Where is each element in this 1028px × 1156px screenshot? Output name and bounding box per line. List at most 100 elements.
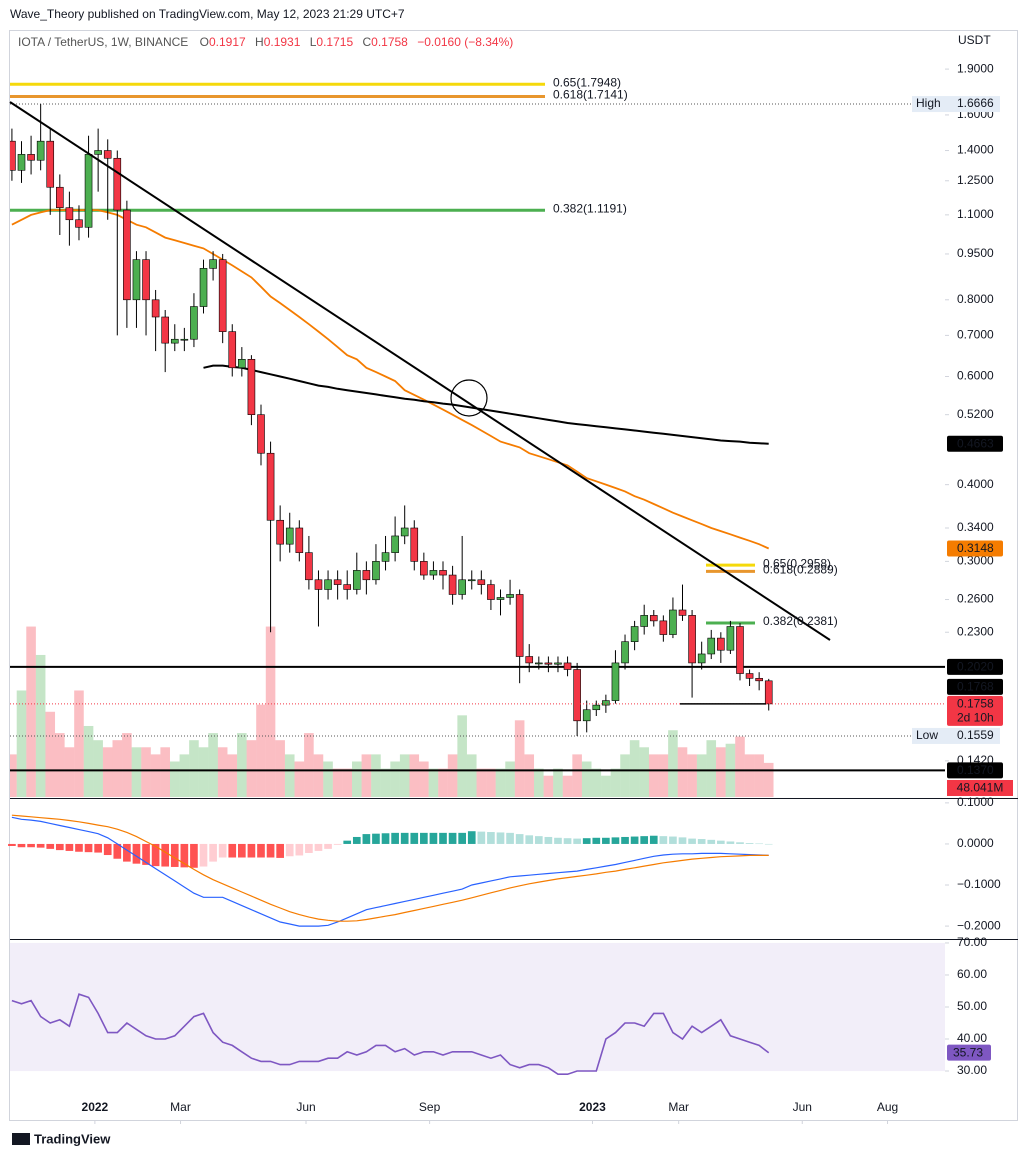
candle-body <box>333 579 342 585</box>
macd-histogram-bar <box>55 843 64 851</box>
low-tag <box>912 727 1000 744</box>
macd-histogram-bar <box>381 833 390 844</box>
macd-histogram-bar <box>554 837 562 844</box>
macd-histogram-bar <box>218 843 227 858</box>
fib-label: 0.382(1.1191) <box>553 201 627 215</box>
candle-body <box>717 637 725 651</box>
volume-bar <box>466 754 477 797</box>
macd-histogram-bar <box>65 843 74 851</box>
volume-bar <box>572 754 582 797</box>
candle-body <box>420 561 428 576</box>
footer-brand: TradingView <box>34 1131 111 1146</box>
volume-bar <box>150 754 161 797</box>
macd-histogram-bar <box>669 836 677 844</box>
quote-key: O <box>200 35 209 49</box>
fib-label: 0.382(0.2381) <box>763 614 838 628</box>
rsi-tick-label: 40.00 <box>957 1031 987 1045</box>
candle-body <box>381 552 390 562</box>
price-tag <box>947 435 1003 452</box>
price-tag-label: 0.1768 <box>957 680 994 694</box>
y-tick-label: 0.3400 <box>957 520 994 534</box>
macd-histogram-bar <box>582 838 591 844</box>
candle-body <box>84 154 93 228</box>
macd-histogram-bar <box>372 833 380 844</box>
volume-bar <box>141 747 151 797</box>
macd-histogram-bar <box>285 843 294 857</box>
candle-body <box>352 570 361 590</box>
volume-bar <box>26 626 36 797</box>
candle-body <box>257 414 265 454</box>
macd-histogram-bar <box>209 843 217 862</box>
volume-bar <box>562 775 573 797</box>
candle-body <box>372 561 380 581</box>
candle-body <box>247 359 256 415</box>
candle-body <box>477 579 486 585</box>
macd-histogram-bar <box>247 843 256 858</box>
macd-histogram-bar <box>525 835 534 844</box>
price-tag <box>947 762 1003 779</box>
volume-bar <box>543 775 554 797</box>
x-tick-label: Jun <box>793 1100 812 1114</box>
candle-body <box>238 359 246 369</box>
rsi-tick-label: 50.00 <box>957 999 987 1013</box>
macd-histogram-bar <box>544 836 553 844</box>
publisher: Wave_Theory published on TradingView.com… <box>10 7 405 21</box>
candle-body <box>764 680 773 705</box>
volume-bar <box>275 740 285 797</box>
macd-histogram-bar <box>276 843 284 858</box>
volume-bar <box>505 761 515 797</box>
fib-label: 0.65(0.2958) <box>763 556 831 570</box>
volume-bar <box>744 754 755 797</box>
volume-bar <box>332 768 343 797</box>
macd-line <box>11 816 769 927</box>
macd-histogram-bar <box>391 832 399 844</box>
volume-bar <box>246 740 257 797</box>
volume-bar <box>93 740 103 797</box>
macd-histogram-bar <box>27 843 35 848</box>
macd-histogram-bar <box>611 837 620 844</box>
candle-body <box>611 662 620 701</box>
quote-key: H <box>255 35 264 49</box>
candle-body <box>142 259 150 301</box>
signal-line <box>11 814 769 922</box>
candle-body <box>544 662 553 665</box>
macd-histogram-bar <box>324 843 332 849</box>
macd-histogram-bar <box>534 836 543 844</box>
volume-bar <box>64 747 75 797</box>
candle-body <box>726 626 735 651</box>
price-tag-label: 0.3148 <box>957 541 994 555</box>
volume-bar <box>189 740 199 797</box>
candle-body <box>573 669 581 722</box>
candle-body <box>161 316 169 344</box>
candle-body <box>755 678 763 682</box>
volume-bar <box>35 654 46 797</box>
y-tick-label: 0.2600 <box>957 592 994 606</box>
volume-bar <box>763 762 774 797</box>
candle-body <box>535 662 543 665</box>
macd-histogram-bar <box>400 832 409 844</box>
rsi-label: 35.73 <box>953 1045 983 1059</box>
y-tick-label: 0.9500 <box>957 246 994 260</box>
volume-tag <box>947 780 1013 796</box>
volume-bar <box>639 747 649 797</box>
macd-histogram-bar <box>170 843 179 867</box>
x-tick-label: Sep <box>419 1100 441 1114</box>
candle-body <box>343 584 352 590</box>
currency: USDT <box>958 33 991 47</box>
macd-histogram-bar <box>180 843 189 868</box>
y-tick-label: 0.5200 <box>957 407 994 421</box>
volume-bar <box>601 775 611 797</box>
macd-histogram-bar <box>314 843 323 851</box>
macd-histogram-bar <box>630 836 639 844</box>
volume-bar <box>227 754 238 797</box>
macd-histogram-bar <box>257 843 265 858</box>
macd-histogram-bar <box>362 834 371 844</box>
candle-body <box>467 579 476 582</box>
volume-bar <box>169 761 180 797</box>
macd-histogram-bar <box>602 837 610 844</box>
y-tick-label: 0.4000 <box>957 477 994 491</box>
volume-bar <box>620 754 630 797</box>
volume-bar <box>256 704 266 797</box>
volume-bar <box>55 733 65 797</box>
rsi-tick-label: 70.00 <box>957 935 987 949</box>
